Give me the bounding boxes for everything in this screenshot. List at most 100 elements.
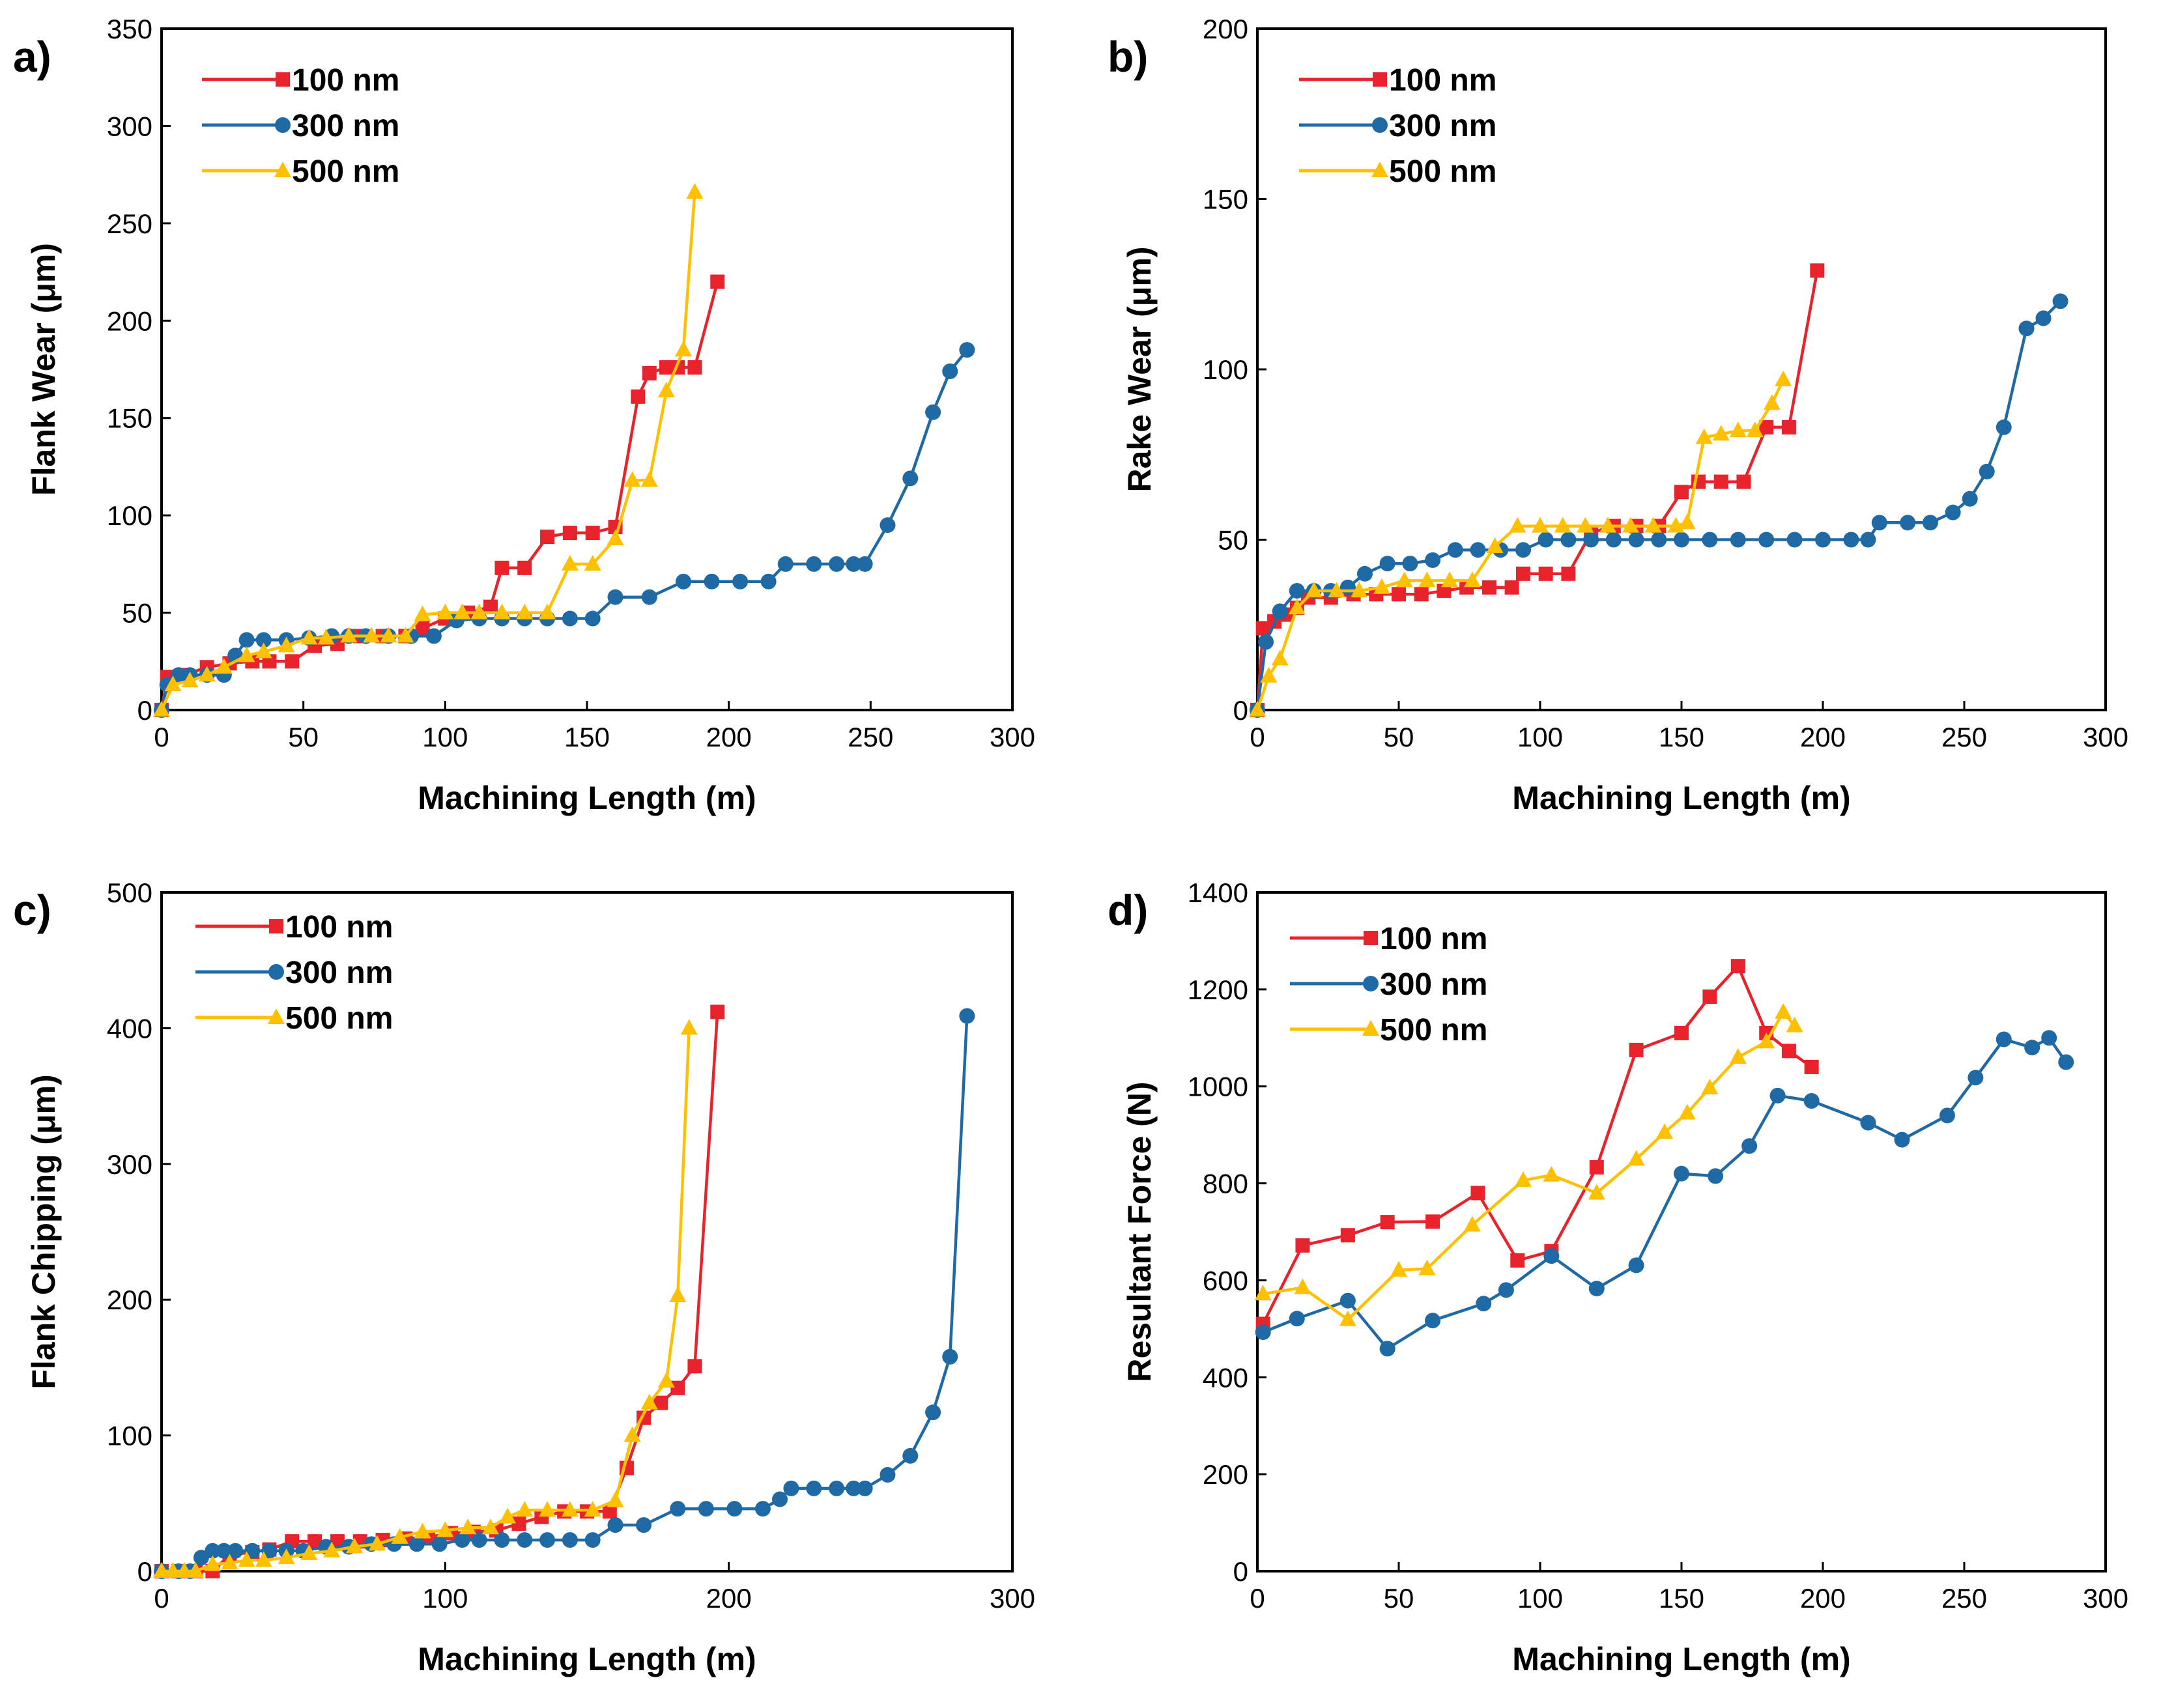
- data-point: [323, 1541, 341, 1558]
- data-point: [1781, 420, 1796, 434]
- y-tick-label: 1000: [1188, 1072, 1248, 1102]
- data-point: [902, 470, 919, 487]
- data-point: [1379, 1341, 1395, 1357]
- data-point: [2058, 1054, 2074, 1070]
- panel-label: c): [13, 886, 51, 934]
- data-point: [657, 381, 675, 397]
- data-point: [942, 363, 958, 379]
- data-point: [1379, 556, 1395, 572]
- data-point: [1655, 1123, 1673, 1139]
- series-100nm: [1250, 263, 1825, 717]
- data-point: [1628, 532, 1644, 548]
- data-point: [164, 1562, 182, 1578]
- data-point: [1463, 1216, 1481, 1232]
- data-point: [1678, 513, 1696, 530]
- data-point: [1447, 542, 1463, 558]
- legend-marker: [1362, 1020, 1379, 1036]
- data-point: [1860, 1115, 1876, 1131]
- data-point: [1395, 571, 1413, 588]
- data-point: [562, 610, 578, 627]
- data-point: [221, 1554, 238, 1570]
- data-point: [1463, 571, 1481, 588]
- x-tick-label: 250: [1941, 1583, 1987, 1614]
- x-tick-label: 100: [422, 1583, 468, 1614]
- data-point: [517, 1532, 533, 1548]
- data-point: [1860, 532, 1876, 548]
- data-point: [772, 1491, 788, 1507]
- data-point: [1775, 1003, 1792, 1019]
- data-point: [1356, 565, 1373, 582]
- legend-label: 300 nm: [1389, 109, 1496, 143]
- data-point: [607, 1517, 623, 1533]
- data-point: [215, 658, 233, 674]
- data-point: [670, 1501, 686, 1517]
- data-point: [2018, 320, 2035, 337]
- data-point: [1803, 1093, 1820, 1109]
- data-point: [1418, 571, 1436, 588]
- data-point: [1380, 1215, 1395, 1230]
- x-tick-label: 250: [1941, 722, 1987, 752]
- data-point: [1741, 1138, 1758, 1154]
- data-point: [216, 1543, 232, 1559]
- y-tick-label: 1400: [1188, 877, 1248, 908]
- chart-panel-d: 0 50 100 150 200 250 300 0 200 400 600 800 1000 1200 1…: [1108, 877, 2128, 1677]
- data-point: [623, 471, 641, 487]
- data-point: [481, 1518, 499, 1535]
- data-point: [539, 603, 556, 619]
- y-tick-label: 600: [1203, 1265, 1248, 1296]
- data-point: [278, 636, 295, 653]
- data-point: [516, 1501, 534, 1517]
- data-point: [1272, 603, 1288, 619]
- data-point: [1894, 1132, 1910, 1148]
- data-point: [1437, 583, 1452, 598]
- data-point: [1674, 1165, 1689, 1182]
- data-point: [2024, 1040, 2040, 1056]
- data-point: [1441, 571, 1459, 588]
- data-point: [1996, 1031, 2012, 1047]
- data-point: [584, 1532, 601, 1548]
- panel-label: d): [1108, 886, 1148, 934]
- data-point: [602, 1504, 617, 1519]
- data-point: [1729, 421, 1747, 438]
- y-tick-label: 50: [122, 598, 152, 629]
- data-point: [181, 672, 199, 688]
- data-point: [1843, 532, 1859, 548]
- data-point: [1249, 701, 1266, 717]
- data-point: [1786, 1016, 1803, 1032]
- data-point: [1414, 587, 1429, 602]
- legend: 100 nm 300 nm 500 nm: [1299, 63, 1496, 189]
- legend-label: 500 nm: [285, 1001, 393, 1036]
- data-point: [1554, 517, 1571, 533]
- data-point: [1968, 1070, 1984, 1086]
- x-tick-label: 150: [1659, 1583, 1704, 1614]
- data-point: [1514, 1171, 1532, 1188]
- x-tick-label: 0: [1250, 1583, 1265, 1614]
- data-point: [1729, 1048, 1747, 1064]
- data-point: [1392, 587, 1406, 602]
- x-tick-label: 300: [990, 722, 1035, 752]
- data-point: [453, 603, 471, 619]
- x-tick-label: 300: [990, 1583, 1035, 1614]
- data-point: [471, 1532, 487, 1548]
- data-point: [806, 1480, 822, 1496]
- data-point: [1628, 1257, 1644, 1274]
- legend-label: 300 nm: [285, 956, 393, 990]
- data-point: [631, 389, 646, 404]
- data-point: [1373, 578, 1390, 594]
- data-point: [1481, 580, 1496, 595]
- legend-label: 500 nm: [1380, 1013, 1487, 1047]
- data-point: [1351, 581, 1368, 597]
- data-point: [607, 1491, 624, 1507]
- data-point: [925, 404, 941, 420]
- data-point: [1730, 532, 1746, 548]
- legend-marker: [274, 162, 291, 177]
- data-point: [1644, 517, 1662, 533]
- series-line: [160, 349, 969, 711]
- series-line: [1262, 1036, 2068, 1350]
- data-point: [1786, 532, 1803, 548]
- data-point: [1470, 1186, 1485, 1201]
- data-point: [942, 1348, 958, 1365]
- data-point: [1605, 532, 1622, 548]
- data-point: [1577, 517, 1594, 533]
- x-tick-label: 300: [2083, 722, 2128, 752]
